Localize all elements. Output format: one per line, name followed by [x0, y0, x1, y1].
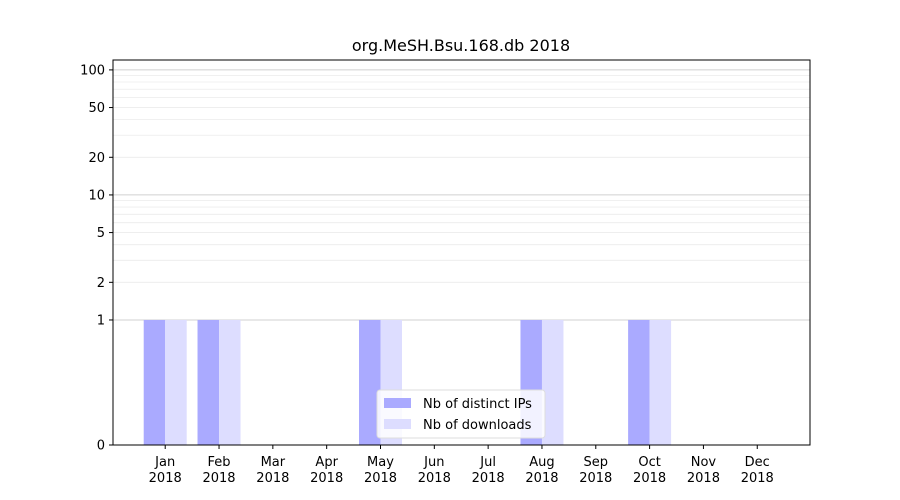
x-tick-label-year: 2018	[579, 471, 612, 486]
x-tick-label-month: Mar	[261, 455, 286, 470]
y-axis-ticks: 0 1 2 5 10 20 50 100	[80, 63, 113, 454]
x-tick-label-year: 2018	[472, 471, 505, 486]
y-tick-label: 0	[97, 439, 105, 454]
x-tick-label-month: May	[367, 455, 394, 470]
chart-title: org.MeSH.Bsu.168.db 2018	[352, 36, 570, 55]
x-tick-label-month: Feb	[208, 455, 231, 470]
x-tick-label-year: 2018	[202, 471, 235, 486]
x-tick-label-year: 2018	[525, 471, 558, 486]
axes	[112, 59, 811, 446]
x-tick-label-year: 2018	[741, 471, 774, 486]
y-tick-label: 1	[97, 313, 105, 328]
legend-swatch	[384, 419, 411, 429]
legend-label: Nb of downloads	[423, 418, 532, 433]
x-tick-label-year: 2018	[364, 471, 397, 486]
legend-label: Nb of distinct IPs	[423, 397, 532, 412]
bar-ips	[197, 319, 220, 445]
y-tick-label: 20	[88, 151, 105, 166]
bar-ips	[628, 319, 650, 445]
x-tick-label-month: Oct	[638, 455, 660, 470]
x-tick-label-month: Dec	[745, 455, 770, 470]
bar-downloads	[165, 319, 187, 445]
bar-downloads	[541, 319, 564, 445]
grid	[113, 69, 810, 321]
bar-ips	[143, 319, 166, 445]
x-tick-label-year: 2018	[687, 471, 720, 486]
y-tick-label: 10	[88, 188, 105, 203]
x-tick-label-month: Jul	[479, 455, 496, 470]
y-tick-label: 5	[97, 226, 105, 241]
x-tick-label-month: Aug	[529, 455, 554, 470]
legend-swatch	[384, 398, 411, 408]
x-tick-label-month: Sep	[584, 455, 609, 470]
y-tick-label: 2	[97, 276, 105, 291]
y-tick-label: 100	[80, 63, 105, 78]
x-axis-ticks: Jan2018Feb2018Mar2018Apr2018May2018Jun20…	[149, 445, 774, 486]
x-tick-label-month: Jun	[423, 455, 444, 470]
x-tick-label-year: 2018	[310, 471, 343, 486]
bar-downloads	[219, 319, 241, 445]
plot-frame	[112, 59, 811, 446]
bars	[143, 319, 672, 445]
x-tick-label-year: 2018	[633, 471, 666, 486]
x-tick-label-month: Nov	[691, 455, 717, 470]
y-tick-label: 50	[88, 101, 105, 116]
bar-ips	[358, 319, 381, 445]
x-tick-label-month: Apr	[315, 455, 338, 470]
x-tick-label-year: 2018	[418, 471, 451, 486]
x-tick-label-month: Jan	[154, 455, 175, 470]
legend: Nb of distinct IPs Nb of downloads	[376, 389, 546, 439]
bar-downloads	[649, 319, 672, 445]
x-tick-label-year: 2018	[149, 471, 182, 486]
x-tick-label-year: 2018	[256, 471, 289, 486]
legend-box	[376, 389, 546, 439]
